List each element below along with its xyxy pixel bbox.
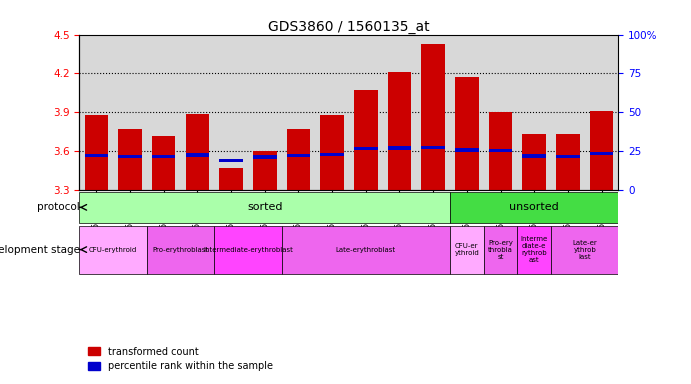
- Text: unsorted: unsorted: [509, 202, 559, 212]
- Bar: [282, 226, 450, 273]
- Bar: [321, 153, 344, 156]
- Bar: [556, 155, 580, 158]
- Bar: [522, 154, 546, 157]
- Bar: [590, 152, 614, 156]
- Bar: [455, 148, 479, 152]
- Legend: transformed count, percentile rank within the sample: transformed count, percentile rank withi…: [84, 343, 276, 375]
- Text: Intermediate-erythroblast: Intermediate-erythroblast: [203, 247, 293, 253]
- Text: Pro-ery
throbla
st: Pro-ery throbla st: [488, 240, 513, 260]
- Bar: [388, 72, 411, 190]
- Text: development stage: development stage: [0, 245, 80, 255]
- Bar: [152, 155, 176, 158]
- Bar: [79, 226, 146, 273]
- Text: Pro-erythroblast: Pro-erythroblast: [153, 247, 209, 253]
- Bar: [354, 90, 377, 190]
- Text: CFU-erythroid: CFU-erythroid: [89, 247, 138, 253]
- Bar: [354, 147, 377, 150]
- Bar: [590, 111, 614, 190]
- Bar: [84, 154, 108, 157]
- Bar: [253, 151, 276, 190]
- Bar: [489, 149, 512, 152]
- Bar: [388, 146, 411, 150]
- Bar: [287, 129, 310, 190]
- Title: GDS3860 / 1560135_at: GDS3860 / 1560135_at: [268, 20, 430, 33]
- Bar: [79, 192, 450, 223]
- Bar: [287, 154, 310, 157]
- Text: Late-er
ythrob
last: Late-er ythrob last: [572, 240, 597, 260]
- Text: sorted: sorted: [247, 202, 283, 212]
- Bar: [556, 134, 580, 190]
- Bar: [450, 192, 618, 223]
- Bar: [522, 134, 546, 190]
- Bar: [214, 226, 281, 273]
- Bar: [321, 115, 344, 190]
- Bar: [186, 154, 209, 157]
- Bar: [219, 168, 243, 190]
- Text: CFU-er
ythroid: CFU-er ythroid: [455, 243, 480, 256]
- Text: Interme
diate-e
rythrob
ast: Interme diate-e rythrob ast: [520, 236, 548, 263]
- Text: Late-erythroblast: Late-erythroblast: [336, 247, 396, 253]
- Text: protocol: protocol: [37, 202, 80, 212]
- Bar: [146, 226, 214, 273]
- Bar: [422, 44, 445, 190]
- Bar: [118, 155, 142, 158]
- Bar: [84, 115, 108, 190]
- Bar: [186, 114, 209, 190]
- Bar: [422, 146, 445, 149]
- Bar: [450, 226, 484, 273]
- Bar: [551, 226, 618, 273]
- Bar: [253, 156, 276, 159]
- Bar: [152, 136, 176, 190]
- Bar: [484, 226, 518, 273]
- Bar: [489, 112, 512, 190]
- Bar: [455, 77, 479, 190]
- Bar: [518, 226, 551, 273]
- Bar: [118, 129, 142, 190]
- Bar: [219, 159, 243, 162]
